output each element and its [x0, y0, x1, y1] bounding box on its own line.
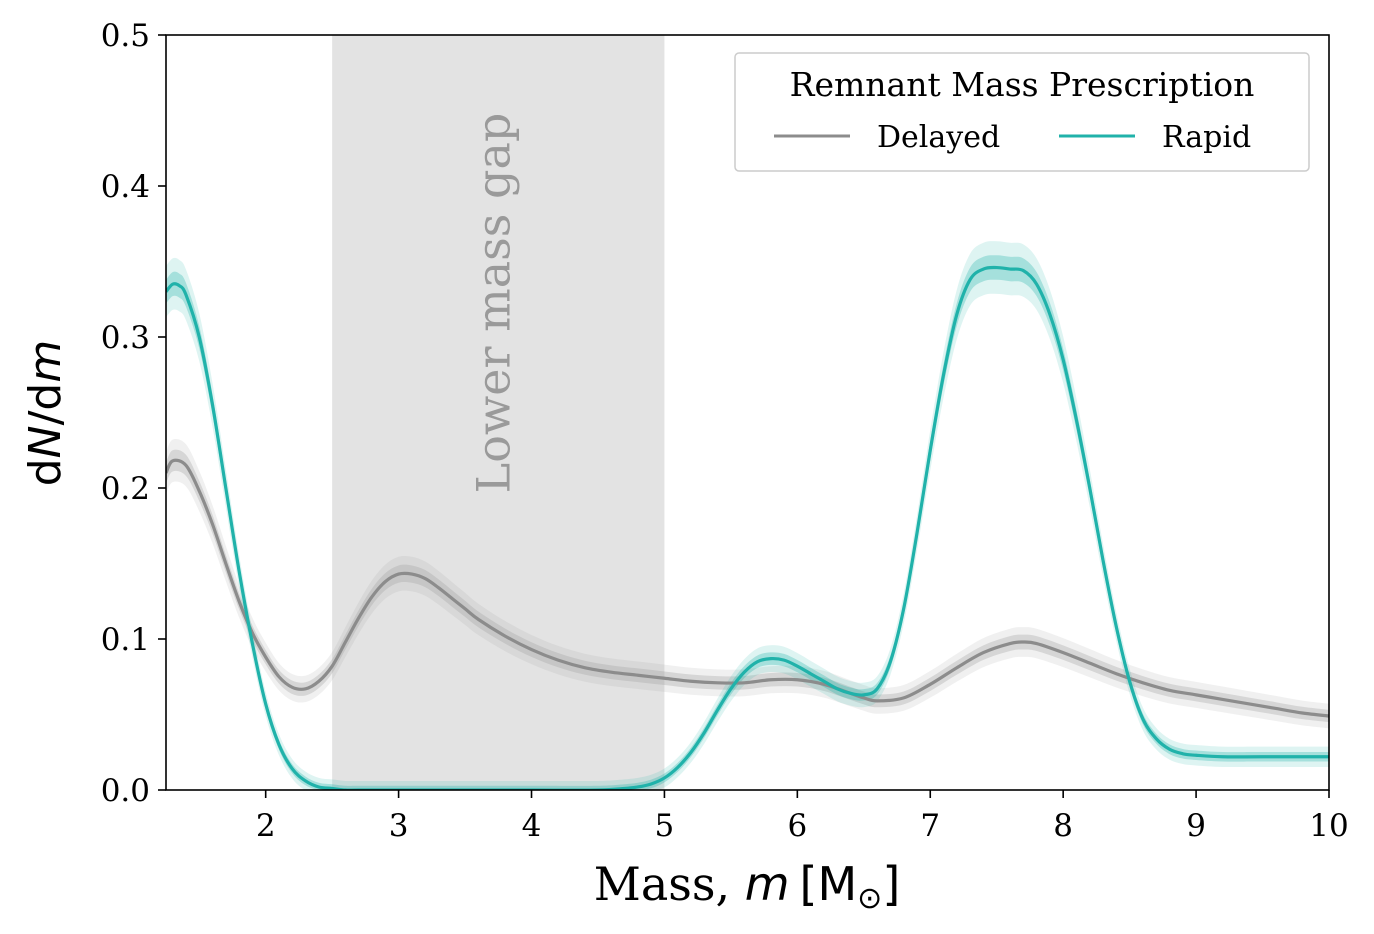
- x-tick-label: 9: [1186, 808, 1206, 844]
- y-tick-label: 0.1: [101, 622, 150, 658]
- legend: Remnant Mass Prescription Delayed Rapid: [734, 52, 1310, 172]
- legend-label-delayed: Delayed: [877, 120, 1000, 155]
- x-tick-label: 5: [655, 808, 675, 844]
- band-delayed-outer: [166, 439, 1329, 729]
- lower-mass-gap-label: Lower mass gap: [466, 113, 520, 494]
- x-axis-label: Mass, m [M⊙]: [594, 857, 901, 916]
- x-tick-label: 6: [787, 808, 807, 844]
- y-axis-ticks: 0.0 0.1 0.2 0.3 0.4 0.5: [101, 18, 166, 809]
- x-axis-ticks: 2 3 4 5 6 7 8 9 10: [256, 790, 1349, 844]
- y-tick-label: 0.5: [101, 18, 150, 54]
- y-tick-label: 0.2: [101, 471, 150, 507]
- y-tick-label: 0.0: [101, 773, 150, 809]
- lower-mass-gap-region: [332, 35, 665, 790]
- y-axis-label-d: d: [20, 458, 71, 486]
- x-axis-label-unit-close: ]: [882, 857, 900, 911]
- line-delayed: [166, 458, 1329, 718]
- x-axis-label-unit: [M: [800, 857, 858, 911]
- band-delayed-inner: [166, 449, 1329, 723]
- y-axis-label: dN/dm: [20, 340, 71, 487]
- x-tick-label: 2: [256, 808, 276, 844]
- x-axis-label-prefix: Mass,: [594, 857, 745, 911]
- x-axis-label-unit-sub: ⊙: [857, 881, 882, 916]
- plot-frame: [165, 34, 1330, 791]
- x-tick-label: 7: [920, 808, 940, 844]
- legend-title: Remnant Mass Prescription: [790, 65, 1255, 104]
- x-tick-label: 3: [389, 808, 409, 844]
- x-axis-label-var: m: [745, 857, 790, 911]
- y-axis-label-var1: N: [20, 425, 71, 458]
- y-axis-label-var2: m: [20, 340, 71, 383]
- x-tick-label: 4: [522, 808, 542, 844]
- y-tick-label: 0.3: [101, 320, 150, 356]
- lower-mass-gap-rect: [332, 35, 665, 790]
- legend-label-rapid: Rapid: [1162, 120, 1251, 155]
- legend-box: [734, 52, 1310, 172]
- series-lines: [166, 265, 1329, 790]
- x-tick-label: 8: [1053, 808, 1073, 844]
- line-rapid: [166, 265, 1329, 790]
- x-tick-label: 10: [1309, 808, 1348, 844]
- y-axis-label-slash: /d: [20, 383, 71, 426]
- y-tick-label: 0.4: [101, 169, 150, 205]
